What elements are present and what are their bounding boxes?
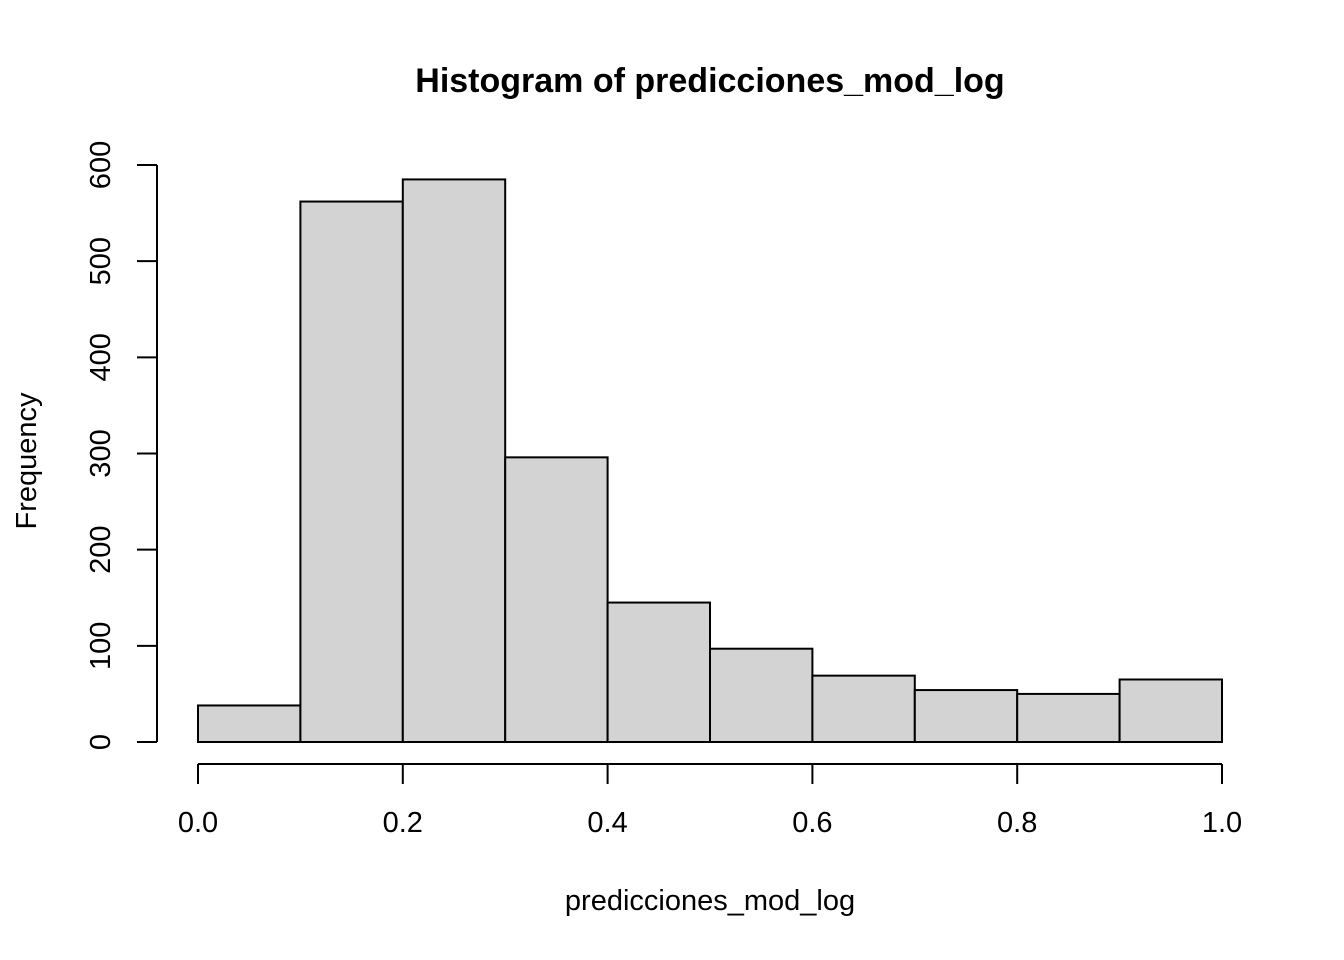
- y-axis: 0 100 200 300 400 500 600: [85, 141, 158, 750]
- histogram-bar-8: [1016, 692, 1121, 744]
- x-tick-label-3: 0.6: [792, 807, 832, 839]
- chart-title: Histogram of predicciones_mod_log: [415, 62, 1004, 100]
- bars-group: [197, 178, 1223, 744]
- x-tick-label-2: 0.4: [587, 807, 627, 839]
- x-axis: 0.0 0.2 0.4 0.6 0.8 1.0: [178, 763, 1242, 839]
- y-tick-label-2: 200: [85, 525, 117, 573]
- x-axis-label: predicciones_mod_log: [565, 885, 855, 917]
- histogram-bar-4: [606, 601, 711, 744]
- y-tick-label-5: 500: [85, 237, 117, 285]
- x-tick-label-0: 0.0: [178, 807, 218, 839]
- y-tick-label-4: 400: [85, 333, 117, 381]
- x-tick-label-5: 1.0: [1202, 807, 1242, 839]
- histogram-bar-6: [811, 674, 916, 744]
- histogram-bar-9: [1118, 678, 1223, 743]
- histogram-bar-3: [504, 456, 609, 743]
- histogram-bar-1: [299, 200, 404, 743]
- histogram-bar-5: [709, 647, 814, 743]
- y-tick-label-6: 600: [85, 141, 117, 189]
- x-tick-label-1: 0.2: [383, 807, 423, 839]
- y-tick-label-0: 0: [85, 734, 117, 750]
- histogram-bar-7: [913, 689, 1019, 744]
- histogram-bar-0: [197, 704, 302, 743]
- histogram-bar-2: [401, 178, 507, 744]
- y-tick-label-1: 100: [85, 622, 117, 670]
- y-axis-label: Frequency: [11, 392, 43, 530]
- x-tick-label-4: 0.8: [997, 807, 1037, 839]
- y-tick-label-3: 300: [85, 429, 117, 477]
